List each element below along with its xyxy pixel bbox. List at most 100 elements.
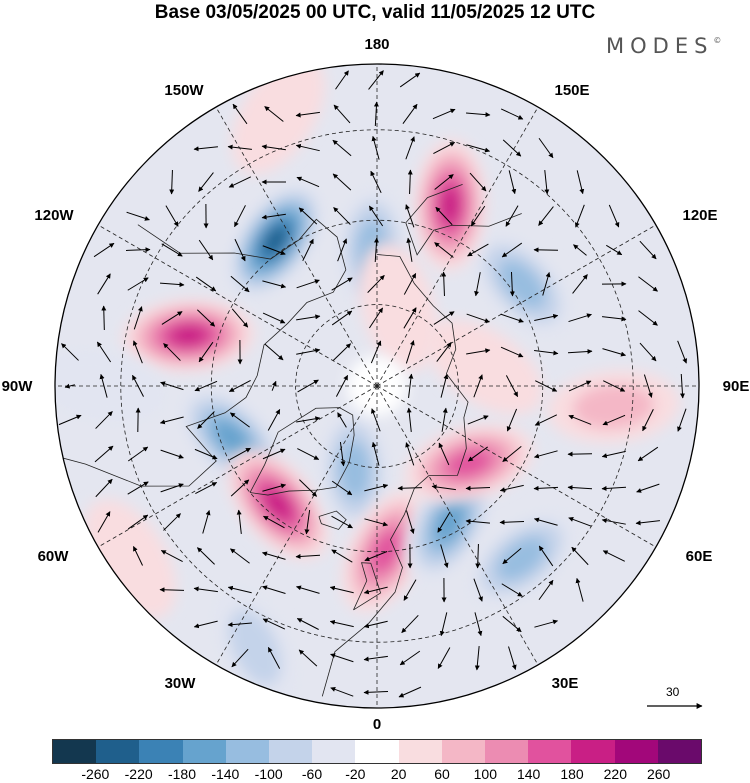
wind-arrow	[399, 72, 421, 88]
wind-arrow	[125, 247, 151, 253]
wind-arrow	[331, 277, 353, 291]
coastline	[55, 269, 347, 487]
wind-arrow	[474, 646, 480, 671]
wind-arrow	[405, 136, 415, 160]
wind-arrow	[101, 305, 107, 331]
wind-arrow	[434, 242, 454, 258]
wind-arrow	[195, 276, 217, 292]
colorbar-swatch	[139, 740, 183, 763]
wind-arrow	[335, 374, 349, 397]
wind-arrow	[603, 380, 626, 392]
anomaly-center	[341, 490, 430, 613]
coastline	[321, 254, 469, 697]
colorbar-swatch	[571, 740, 615, 763]
longitude-label: 90W	[1, 378, 33, 395]
wind-arrow	[439, 612, 448, 637]
wind-arrow	[264, 106, 284, 122]
colorbar-swatch	[355, 740, 399, 763]
brand-logo: MODES©	[606, 34, 722, 58]
wind-arrow	[198, 172, 214, 192]
wind-arrow	[499, 519, 525, 525]
wind-arrow	[407, 169, 413, 195]
meridian-line	[97, 224, 378, 387]
wind-arrow	[159, 587, 185, 593]
wind-arrow	[475, 543, 481, 569]
wind-arrow	[196, 309, 216, 327]
wind-arrow	[332, 173, 352, 191]
wind-arrow	[602, 316, 627, 322]
colorbar-tick-label: -100	[254, 766, 283, 782]
wind-arrow	[373, 101, 379, 127]
coastline	[353, 562, 382, 611]
wind-arrow	[228, 379, 251, 393]
wind-arrow	[133, 306, 143, 330]
wind-arrow	[295, 111, 320, 118]
wind-arrow	[194, 448, 218, 460]
wind-arrow	[236, 509, 242, 534]
wind-arrow	[466, 348, 491, 355]
wind-arrow	[474, 612, 483, 637]
anomaly-center	[404, 424, 534, 503]
wind-arrow	[406, 407, 412, 432]
colorbar-tick-label: -260	[81, 766, 110, 782]
wind-arrow	[401, 614, 419, 634]
wind-arrow	[535, 380, 558, 392]
wind-arrow	[364, 483, 389, 492]
wind-arrow	[677, 340, 688, 364]
wind-arrow	[368, 205, 384, 227]
wind-arrow	[364, 551, 388, 562]
wind-arrow	[403, 579, 417, 601]
wind-arrow	[227, 144, 252, 150]
wind-arrow	[263, 515, 285, 529]
longitude-label: 150E	[554, 82, 590, 99]
wind-arrow	[538, 579, 554, 601]
colorbar-swatch	[96, 740, 140, 763]
wind-arrow	[432, 108, 456, 120]
wind-arrow	[500, 346, 524, 358]
wind-arrow	[262, 448, 286, 460]
wind-arrow	[637, 446, 659, 462]
wind-arrow	[608, 204, 620, 228]
wind-arrow	[126, 211, 150, 221]
wind-arrow	[441, 271, 447, 297]
wind-arrow	[467, 243, 489, 257]
wind-arrow	[127, 277, 149, 291]
wind-arrow	[534, 349, 559, 356]
colorbar-swatch	[269, 740, 313, 763]
wind-arrow	[505, 375, 519, 398]
wind-arrow	[161, 243, 183, 257]
wind-arrow	[606, 244, 623, 256]
wind-arrow	[508, 646, 517, 670]
wind-arrow	[58, 414, 82, 426]
wind-arrow	[61, 343, 79, 361]
anomaly-center	[414, 139, 487, 272]
wind-arrow	[499, 484, 524, 493]
wind-arrow	[465, 112, 491, 118]
wind-arrow	[402, 103, 418, 124]
wind-arrow	[197, 547, 215, 565]
meridian-line	[376, 385, 657, 548]
wind-arrow	[465, 485, 491, 491]
wind-arrow	[403, 307, 417, 329]
wind-arrow	[232, 103, 248, 125]
wind-arrow	[538, 137, 554, 159]
wind-arrow	[296, 348, 321, 355]
wind-arrow	[470, 205, 486, 227]
wind-arrow	[332, 139, 352, 157]
wind-arrow	[295, 553, 321, 559]
colorbar-tick-label: 60	[434, 766, 450, 782]
wind-arrow	[160, 483, 184, 493]
wind-arrow	[502, 615, 522, 633]
wind-arrow	[127, 514, 149, 530]
colorbar-tick-label: -60	[301, 766, 323, 782]
wind-arrow	[467, 446, 488, 462]
wind-arrow	[193, 620, 218, 629]
colorbar-swatch	[441, 740, 486, 763]
colorbar-tick-label: 220	[603, 766, 628, 782]
wind-arrow	[635, 520, 660, 526]
wind-arrow	[469, 172, 487, 192]
wind-arrow	[271, 380, 277, 391]
wind-arrow	[227, 622, 252, 628]
wind-arrow	[467, 415, 489, 425]
